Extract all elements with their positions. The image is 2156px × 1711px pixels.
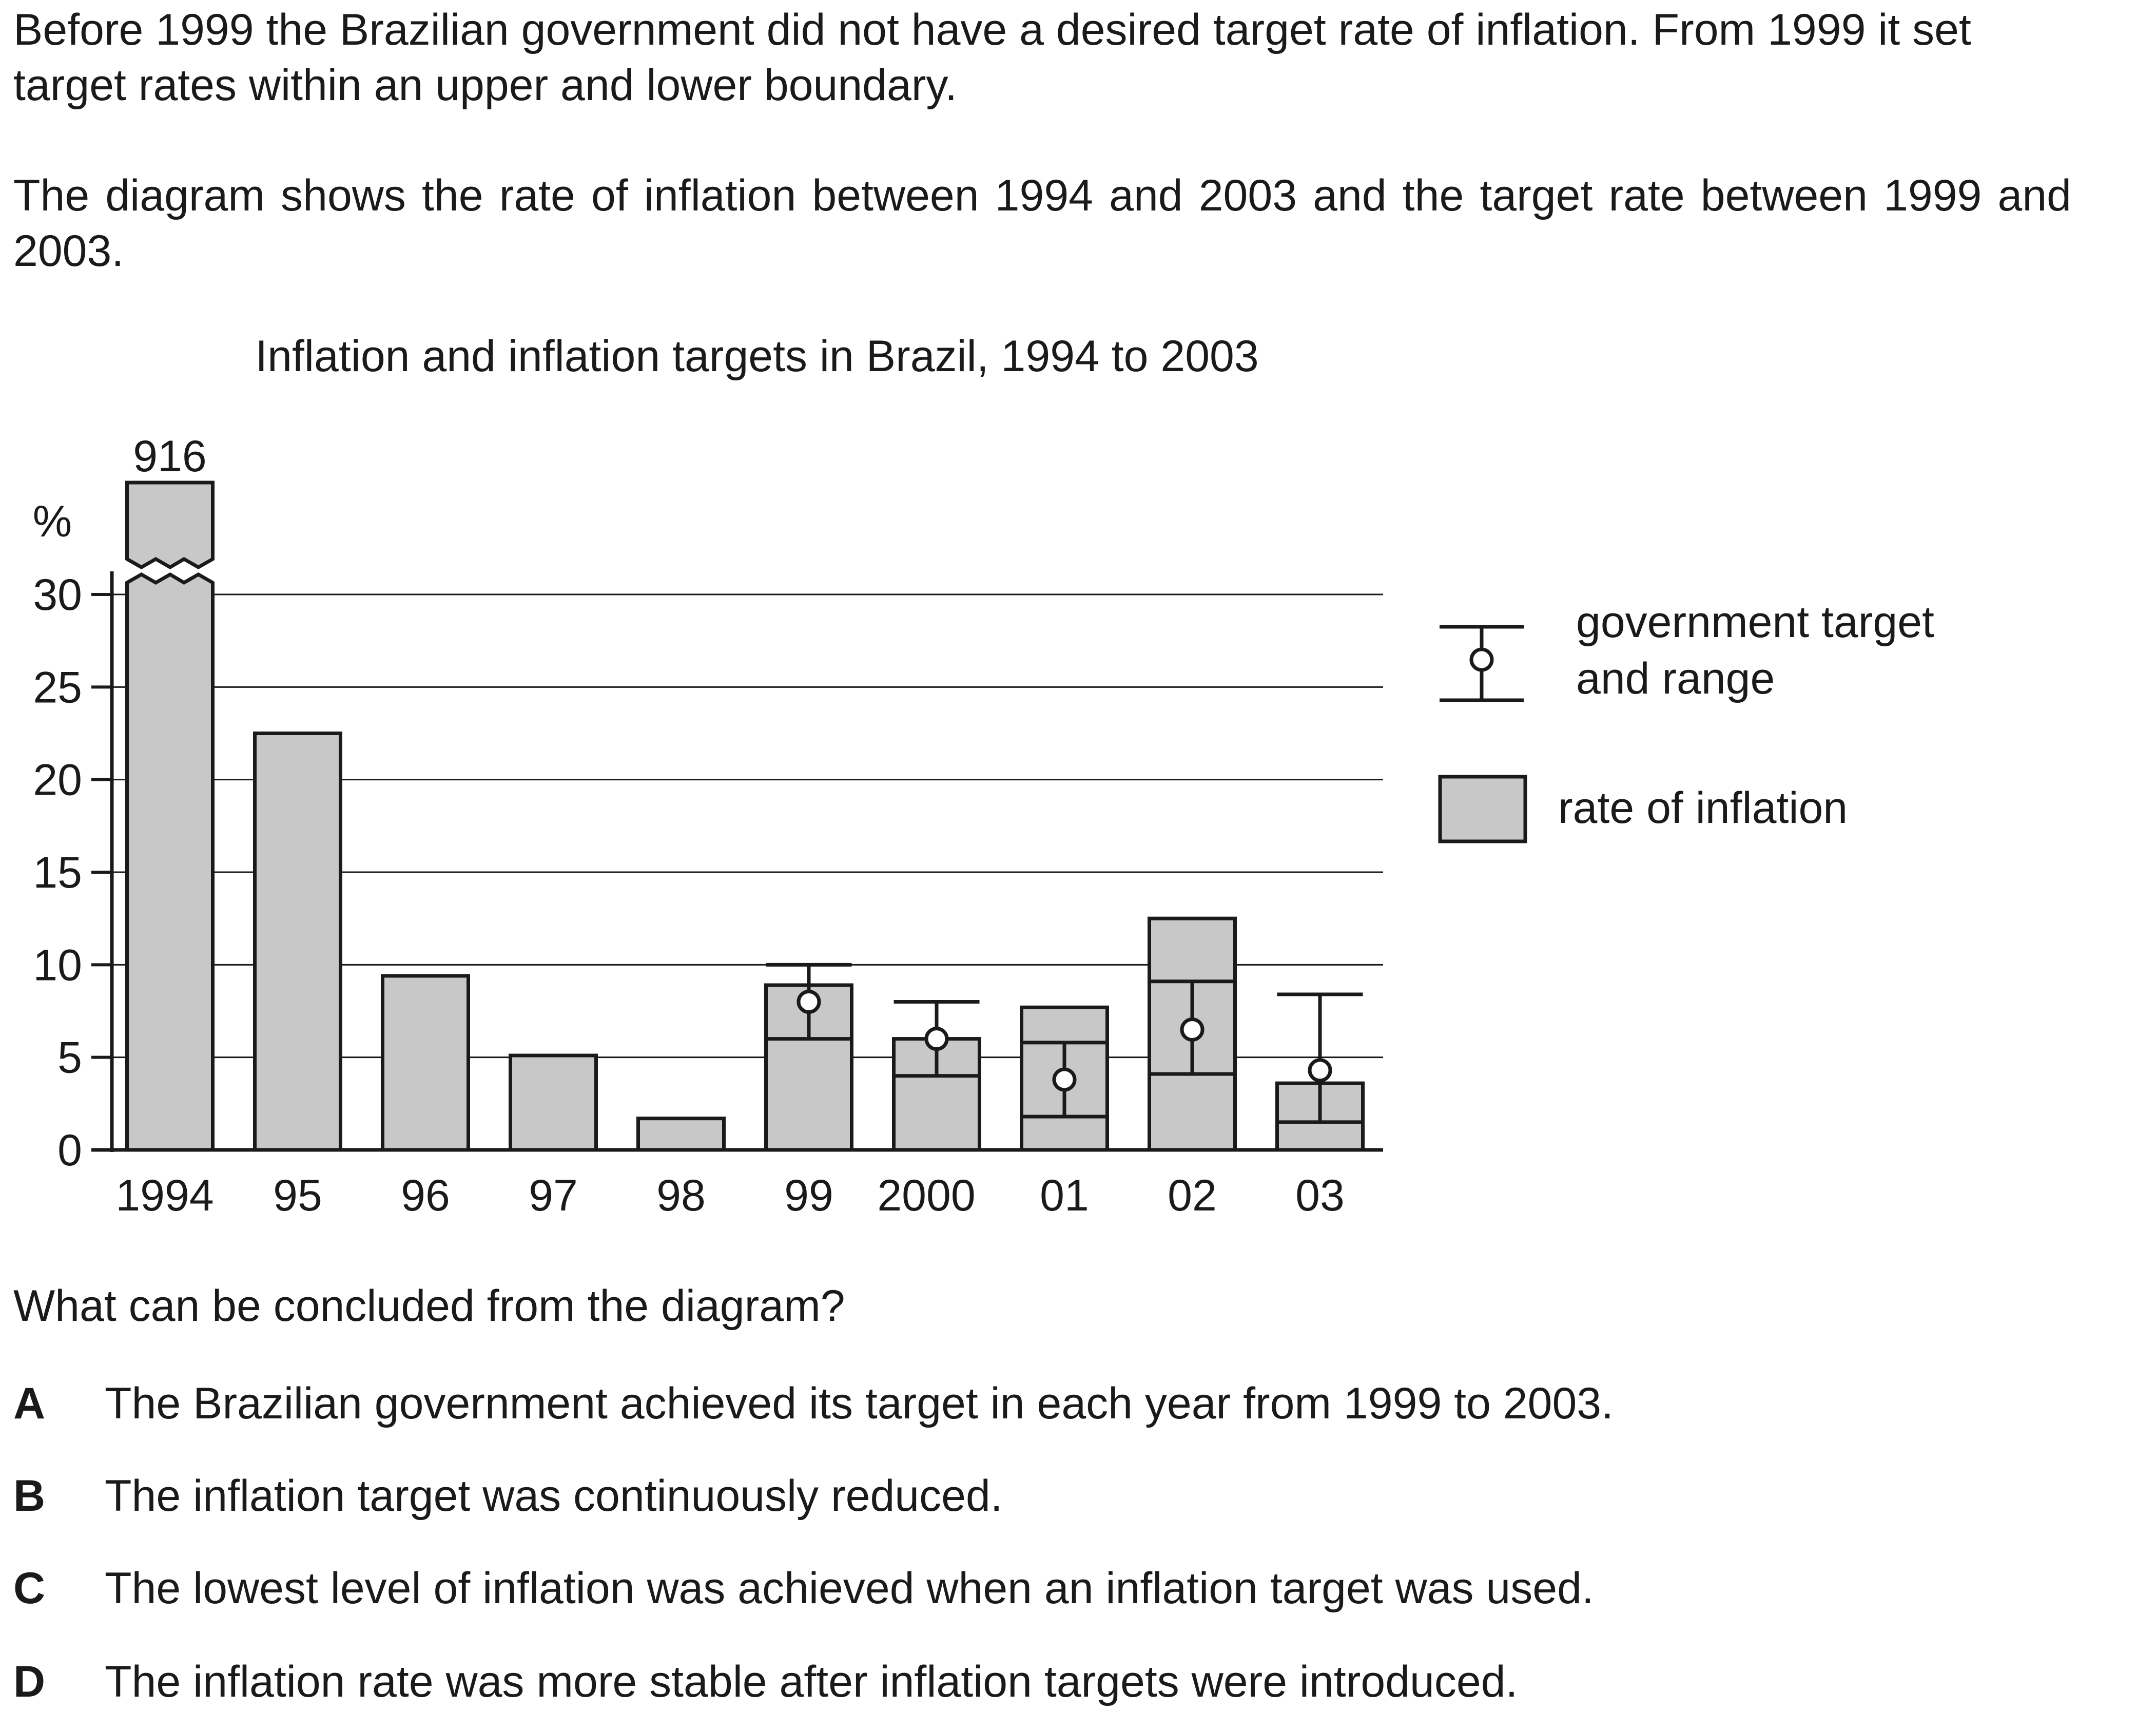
x-tick-label: 98 (656, 1171, 706, 1220)
target-point (797, 989, 821, 1014)
target-point (1052, 1067, 1077, 1092)
x-tick-label: 2000 (877, 1171, 975, 1220)
y-tick-label: 30 (33, 570, 82, 620)
y-tick-label: 15 (33, 848, 82, 897)
bar-1994-upper (125, 480, 215, 570)
option-a-letter: A (13, 1379, 46, 1428)
target-point (1180, 1017, 1205, 1042)
x-tick-label: 01 (1040, 1171, 1089, 1220)
legend-target-point (1469, 647, 1494, 672)
y-tick-label: 0 (57, 1126, 82, 1175)
legend-inflation-swatch (1438, 775, 1527, 843)
x-tick-label: 03 (1295, 1171, 1345, 1220)
bar-1994-lower (125, 572, 215, 1152)
question-text: What can be concluded from the diagram? (13, 1281, 845, 1331)
y-tick-label: 25 (33, 663, 82, 712)
option-a-text: The Brazilian government achieved its ta… (105, 1379, 1614, 1428)
option-b-text: The inflation target was continuously re… (105, 1471, 1003, 1521)
bar-97 (509, 1053, 598, 1152)
legend-target-label: and range (1576, 654, 1775, 703)
bar-96 (381, 974, 470, 1152)
option-c-letter: C (13, 1564, 46, 1613)
option-b-letter: B (13, 1471, 46, 1521)
target-point (1308, 1058, 1332, 1083)
option-c-text: The lowest level of inflation was achiev… (105, 1564, 1594, 1613)
legend-inflation-label: rate of inflation (1558, 783, 1848, 833)
x-tick-label: 02 (1168, 1171, 1217, 1220)
y-tick-label: 20 (33, 756, 82, 805)
target-point (924, 1027, 949, 1051)
bar-95 (253, 732, 342, 1152)
option-d-letter: D (13, 1657, 46, 1706)
y-tick-label: 10 (33, 940, 82, 990)
x-tick-label: 1994 (115, 1171, 213, 1220)
x-tick-label: 97 (529, 1171, 578, 1220)
x-tick-label: 99 (784, 1171, 833, 1220)
bar-98 (636, 1117, 726, 1152)
y-tick-label: 5 (57, 1033, 82, 1083)
option-d-text: The inflation rate was more stable after… (105, 1657, 1518, 1706)
intro-paragraph-1: Before 1999 the Brazilian government did… (13, 5, 1971, 110)
legend-target-label: government target (1576, 598, 1934, 647)
x-tick-label: 96 (401, 1171, 450, 1220)
bar-99 (764, 983, 853, 1152)
inflation-chart: Inflation and inflation targets in Brazi… (33, 332, 1934, 1220)
y-axis-label: % (33, 497, 72, 546)
x-tick-label: 95 (273, 1171, 322, 1220)
intro-paragraph-2: The diagram shows the rate of inflation … (13, 171, 2071, 276)
chart-title: Inflation and inflation targets in Brazi… (255, 332, 1258, 381)
bar-value-label: 916 (133, 432, 207, 481)
